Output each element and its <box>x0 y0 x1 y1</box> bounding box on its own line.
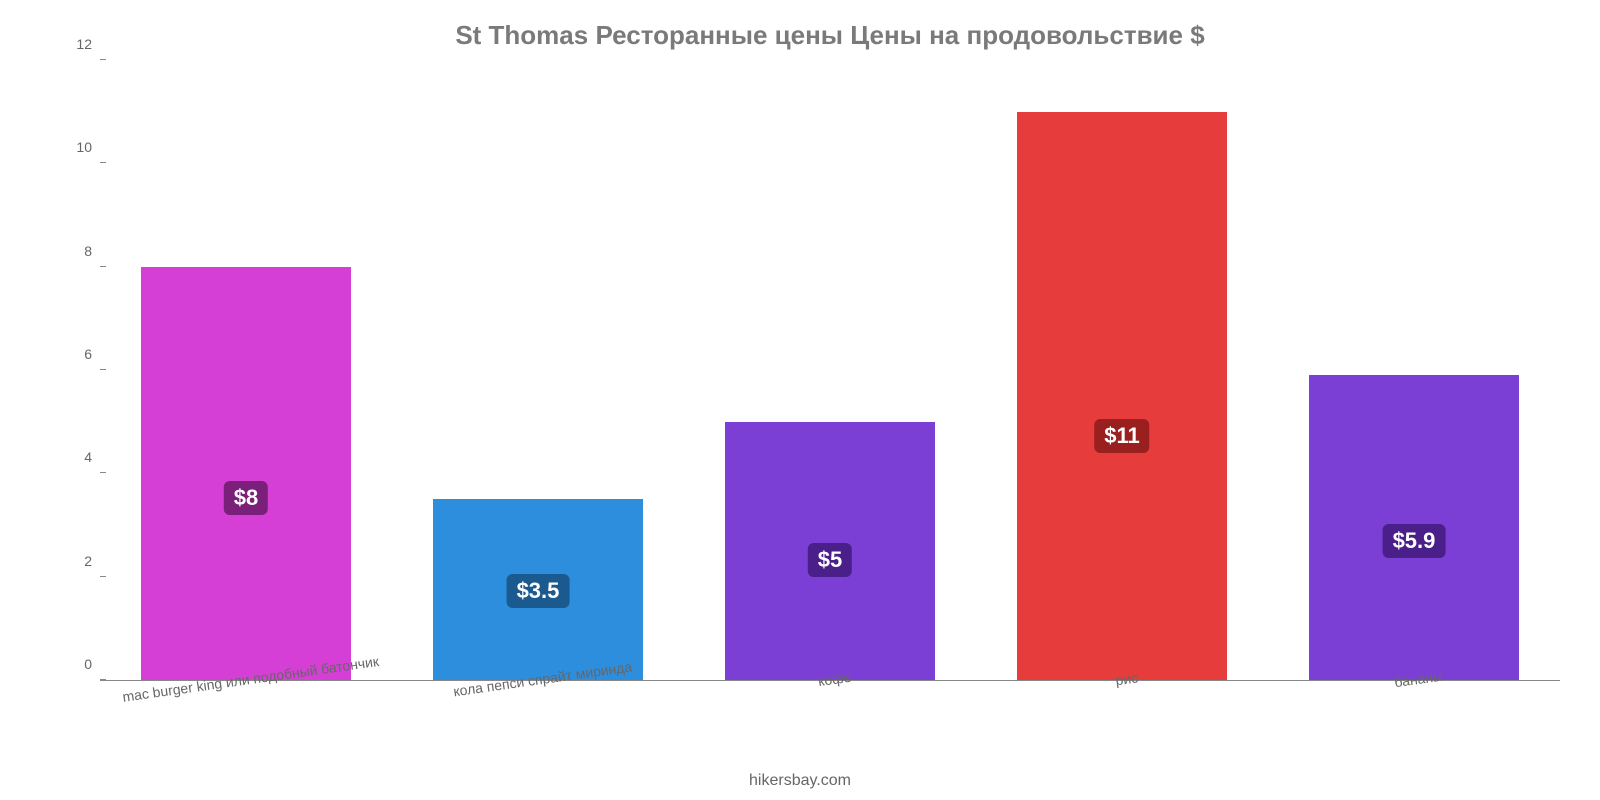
y-tick-label: 10 <box>76 139 92 155</box>
y-axis: 024681012 <box>50 61 100 680</box>
bar-slot: $3.5 <box>392 61 684 680</box>
y-tick-label: 2 <box>84 553 92 569</box>
bar-value-badge: $5 <box>808 543 852 577</box>
bar-value-badge: $5.9 <box>1383 524 1446 558</box>
x-axis-labels: mac burger king или подобный батончиккол… <box>100 692 1560 708</box>
chart-container: St Thomas Ресторанные цены Цены на продо… <box>0 0 1600 800</box>
bar-value-badge: $11 <box>1094 419 1150 453</box>
plot-area: 024681012 $8$3.5$5$11$5.9 mac burger kin… <box>100 61 1560 681</box>
bar: $5 <box>725 422 935 680</box>
y-tick-label: 8 <box>84 243 92 259</box>
bar: $5.9 <box>1309 375 1519 680</box>
y-tick-label: 0 <box>84 656 92 672</box>
bar: $11 <box>1017 112 1227 680</box>
bars-row: $8 $3.5 $5 $11 $5.9 <box>100 61 1560 680</box>
bar: $8 <box>141 267 351 680</box>
bar-slot: $11 <box>976 61 1268 680</box>
bar-value-badge: $8 <box>224 481 268 515</box>
bar-slot: $5 <box>684 61 976 680</box>
credit-text: hikersbay.com <box>749 772 851 790</box>
y-tick-mark <box>100 59 106 60</box>
chart-title: St Thomas Ресторанные цены Цены на продо… <box>100 20 1560 51</box>
bar-value-badge: $3.5 <box>507 574 570 608</box>
y-tick-label: 4 <box>84 449 92 465</box>
bar-slot: $5.9 <box>1268 61 1560 680</box>
bar: $3.5 <box>433 499 643 680</box>
y-tick-label: 12 <box>76 36 92 52</box>
bar-slot: $8 <box>100 61 392 680</box>
y-tick-label: 6 <box>84 346 92 362</box>
